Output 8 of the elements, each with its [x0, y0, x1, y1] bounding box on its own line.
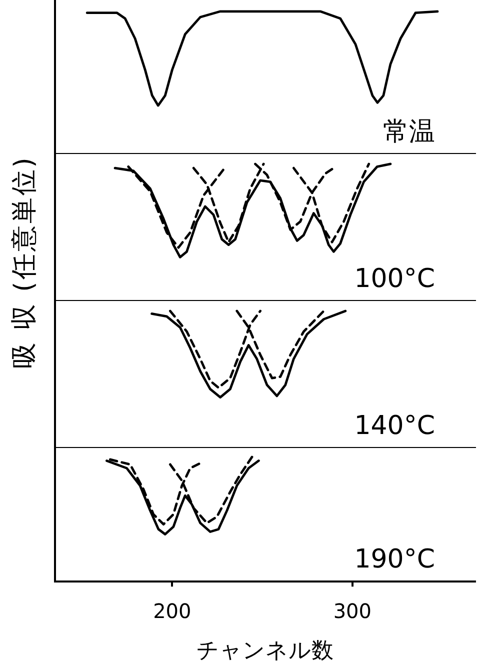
x-tick-label: 300 [333, 598, 372, 623]
annotation: 140°C [354, 411, 435, 441]
annotation: 常温 [383, 117, 435, 147]
annotation: 100°C [354, 264, 435, 294]
y-axis-title: 吸 収 (任意単位) [8, 156, 40, 368]
x-axis-title: チャンネル数 [196, 638, 334, 664]
x-tick-label: 200 [153, 598, 192, 623]
annotation: 190°C [354, 544, 435, 575]
